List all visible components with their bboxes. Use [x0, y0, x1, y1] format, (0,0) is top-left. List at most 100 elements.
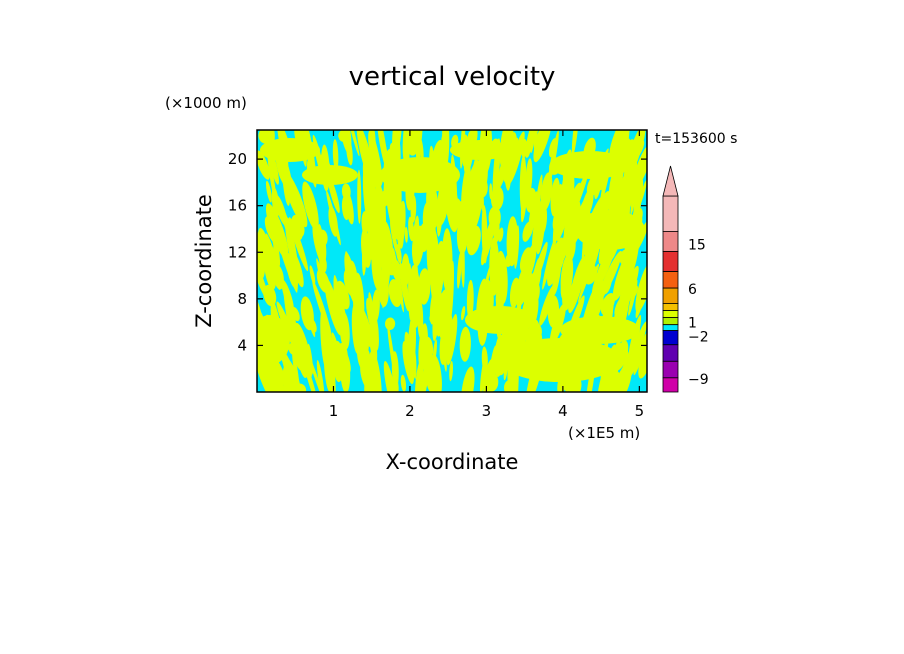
- updraft-streak: [371, 289, 380, 323]
- updraft-streak: [341, 195, 350, 221]
- plot-frame: [256, 129, 648, 393]
- updraft-streak: [383, 360, 399, 392]
- updraft-streak: [404, 226, 408, 243]
- updraft-streak: [430, 253, 444, 303]
- updraft-streak: [283, 357, 301, 392]
- updraft-streak: [506, 216, 519, 267]
- updraft-streak: [357, 169, 362, 224]
- updraft-streak: [408, 263, 413, 321]
- updraft-streak: [540, 172, 553, 211]
- x-tick-label: 2: [405, 402, 415, 420]
- updraft-streak: [393, 215, 399, 237]
- updraft-streak: [633, 351, 643, 376]
- updraft-streak: [390, 347, 398, 377]
- updraft-streak: [449, 361, 454, 382]
- colorbar-swatch: [662, 195, 679, 232]
- updraft-streak: [571, 130, 579, 156]
- colorbar-swatch: [662, 271, 679, 289]
- updraft-streak: [460, 305, 466, 321]
- x-tick-label: 1: [329, 402, 339, 420]
- updraft-streak: [635, 260, 647, 313]
- updraft-region: [550, 151, 630, 179]
- updraft-streak: [346, 137, 353, 166]
- x-axis-ticks: 1 2 3 4 5: [329, 130, 644, 420]
- updraft-streak: [395, 268, 401, 303]
- updraft-streak: [276, 301, 299, 353]
- colorbar-level-label: 15: [688, 237, 706, 253]
- updraft-streak: [581, 188, 594, 220]
- updraft-region: [380, 157, 460, 193]
- updraft-streak: [333, 275, 342, 331]
- updraft-streak: [326, 190, 341, 246]
- updraft-streak: [302, 357, 319, 392]
- updraft-streak: [481, 346, 488, 373]
- colorbar-swatch: [662, 317, 679, 326]
- updraft-streak: [414, 258, 419, 292]
- updraft-streak: [417, 299, 424, 339]
- updraft-streak: [321, 258, 327, 273]
- updraft-streak: [539, 219, 547, 234]
- updraft-streak: [553, 237, 566, 273]
- updraft-streak: [528, 323, 542, 342]
- updraft-streak: [318, 224, 325, 256]
- updraft-streak: [273, 265, 284, 290]
- updraft-streak: [291, 339, 303, 357]
- updraft-streak: [361, 352, 374, 388]
- updraft-streak: [631, 285, 639, 298]
- colorbar-level-label: 6: [688, 282, 697, 298]
- updraft-streak: [633, 178, 644, 218]
- updraft-streak: [568, 376, 582, 392]
- updraft-streak: [614, 265, 639, 325]
- colorbar-swatch: [662, 324, 679, 332]
- updraft-streak: [309, 265, 316, 285]
- updraft-streak: [288, 382, 295, 392]
- colorbar-extend-arrow: [662, 165, 679, 197]
- updraft-streak: [332, 139, 339, 171]
- updraft-streak: [278, 240, 298, 293]
- y-tick-label: 16: [228, 197, 247, 215]
- updraft-streak: [404, 331, 416, 378]
- updraft-streak: [466, 279, 474, 321]
- updraft-streak: [302, 181, 319, 231]
- updraft-streak: [265, 203, 289, 259]
- updraft-region: [465, 306, 535, 334]
- updraft-streak: [525, 158, 533, 198]
- updraft-streak: [418, 268, 431, 305]
- updraft-streak: [257, 247, 270, 303]
- updraft-streak: [419, 138, 424, 163]
- updraft-streak: [533, 130, 538, 155]
- updraft-streak: [257, 232, 267, 268]
- time-label: t=153600 s: [655, 131, 737, 147]
- plot-area: [256, 129, 648, 393]
- updraft-streak: [625, 343, 634, 377]
- y-axis-label: Z-coordinate: [192, 194, 216, 328]
- updraft-streak: [446, 313, 458, 366]
- updraft-streak: [410, 195, 417, 223]
- updraft-streak: [257, 150, 270, 180]
- updraft-streak: [475, 149, 488, 201]
- updraft-streak: [466, 225, 481, 256]
- x-tick-label: 3: [482, 402, 492, 420]
- updraft-streak: [414, 360, 425, 392]
- updraft-streak: [400, 374, 407, 392]
- updraft-streak: [530, 130, 536, 154]
- updraft-streak: [500, 130, 512, 157]
- updraft-streak: [384, 317, 396, 331]
- colorbar-swatch: [662, 330, 679, 346]
- updraft-streak: [508, 131, 525, 185]
- updraft-streak: [395, 244, 402, 264]
- updraft-streak: [280, 205, 293, 242]
- updraft-region: [302, 165, 358, 185]
- colorbar-level-label: −9: [688, 372, 709, 388]
- y-axis-ticks: 4 8 12 16 20: [228, 150, 647, 354]
- x-tick-label: 5: [635, 402, 645, 420]
- updraft-streak: [461, 162, 471, 216]
- updraft-streak: [349, 260, 358, 287]
- updraft-streak: [414, 284, 419, 314]
- updraft-streak: [432, 304, 441, 332]
- chart-title: vertical velocity: [349, 62, 556, 92]
- updraft-streak: [282, 159, 291, 206]
- updraft-streak: [457, 252, 462, 289]
- updraft-streak: [290, 251, 304, 288]
